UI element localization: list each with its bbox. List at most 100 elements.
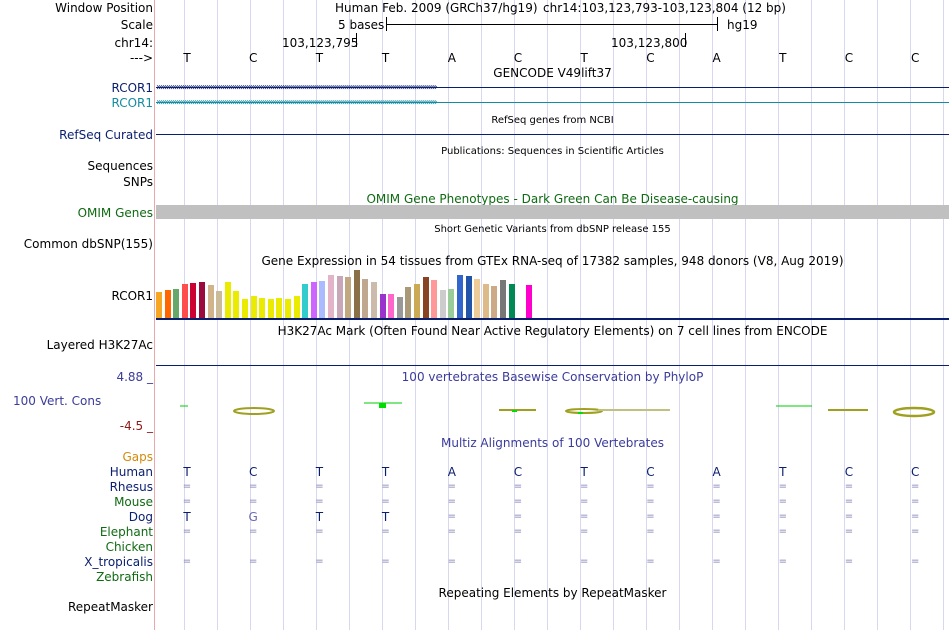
rcor1-label-2[interactable]: RCOR1 xyxy=(111,96,153,110)
alignment-base: = xyxy=(315,556,324,567)
alignment-base: = xyxy=(646,481,655,492)
gtex-bar[interactable] xyxy=(164,290,171,318)
repeat-label[interactable]: RepeatMasker xyxy=(67,600,153,614)
gtex-bar[interactable] xyxy=(379,294,386,318)
species-label[interactable]: Dog xyxy=(128,510,153,524)
species-label[interactable]: Chicken xyxy=(105,540,153,554)
gtex-bar[interactable] xyxy=(276,298,283,318)
assembly-text: Human Feb. 2009 (GRCh37/hg19) xyxy=(335,1,538,15)
gaps-label[interactable]: Gaps xyxy=(122,450,153,464)
rcor1-gene-track-2[interactable]: ››››››››››››››››››››››››››››››››››››››››… xyxy=(156,98,949,108)
chrom-label: chr14: xyxy=(114,36,153,50)
gtex-bar[interactable] xyxy=(362,279,369,318)
gtex-bar[interactable] xyxy=(396,297,403,318)
position-text[interactable]: chr14:103,123,793-103,123,804 (12 bp) xyxy=(543,1,786,15)
gtex-bar[interactable] xyxy=(293,296,300,318)
alignment-base: = xyxy=(447,556,456,567)
gtex-bar[interactable] xyxy=(482,284,489,318)
alignment-base: = xyxy=(910,526,920,537)
species-label[interactable]: Rhesus xyxy=(109,480,153,494)
species-label[interactable]: X_tropicalis xyxy=(84,555,153,569)
snps-label[interactable]: SNPs xyxy=(123,175,153,189)
gtex-bar[interactable] xyxy=(491,286,498,318)
gtex-bar[interactable] xyxy=(388,294,395,318)
gtex-bar[interactable] xyxy=(508,284,515,318)
alignment-base: C xyxy=(646,465,655,479)
dbsnp-label[interactable]: Common dbSNP(155) xyxy=(23,237,153,251)
gtex-bar[interactable] xyxy=(457,275,463,318)
alignment-base: = xyxy=(248,526,258,537)
gtex-bar[interactable] xyxy=(465,276,472,318)
alignment-base: = xyxy=(778,556,787,567)
gtex-bar-chart[interactable] xyxy=(156,268,536,318)
phylop-track[interactable] xyxy=(156,392,949,422)
gtex-bar[interactable] xyxy=(336,276,343,318)
gtex-bar[interactable] xyxy=(310,282,317,318)
coord-right-tick xyxy=(685,33,686,47)
coord-left: 103,123,795 xyxy=(282,36,359,50)
gtex-bar[interactable] xyxy=(224,282,231,318)
coord-right: 103,123,800 xyxy=(611,36,688,50)
refseq-label[interactable]: RefSeq Curated xyxy=(59,128,153,142)
alignment-base: = xyxy=(579,526,589,537)
gtex-bar[interactable] xyxy=(431,280,438,318)
gtex-bar[interactable] xyxy=(216,291,223,318)
gtex-bar[interactable] xyxy=(156,292,162,318)
gtex-bar[interactable] xyxy=(173,289,180,318)
gtex-bar[interactable] xyxy=(190,283,197,318)
gtex-bar[interactable] xyxy=(207,285,214,318)
gtex-bar[interactable] xyxy=(319,281,326,318)
species-label[interactable]: Zebrafish xyxy=(96,570,153,584)
gtex-bar[interactable] xyxy=(353,270,360,318)
h3k27-label[interactable]: Layered H3K27Ac xyxy=(46,338,153,352)
alignment-base: = xyxy=(712,496,721,507)
repeat-title: Repeating Elements by RepeatMasker xyxy=(438,586,667,600)
gtex-bar[interactable] xyxy=(181,284,188,318)
gtex-bar[interactable] xyxy=(525,285,532,318)
coord-left-tick xyxy=(356,33,357,47)
omim-label[interactable]: OMIM Genes xyxy=(77,206,153,220)
gtex-bar[interactable] xyxy=(345,277,352,318)
gtex-bar[interactable] xyxy=(422,277,429,318)
gtex-bar[interactable] xyxy=(242,299,248,318)
label-divider xyxy=(154,0,155,630)
alignment-base: = xyxy=(513,496,523,507)
refseq-gene-line[interactable] xyxy=(156,134,949,135)
scale-text: 5 bases xyxy=(338,18,385,32)
alignment-base: = xyxy=(844,481,854,492)
gtex-bar[interactable] xyxy=(474,279,481,318)
gtex-bar[interactable] xyxy=(259,298,266,318)
species-label[interactable]: Mouse xyxy=(114,495,153,509)
alignment-base: = xyxy=(579,496,589,507)
window-position-label: Window Position xyxy=(55,1,153,15)
gtex-bar[interactable] xyxy=(414,284,420,318)
gtex-bar[interactable] xyxy=(250,296,257,318)
phylop-label[interactable]: 100 Vert. Cons xyxy=(13,394,102,408)
gtex-bar[interactable] xyxy=(233,291,240,318)
gtex-bar[interactable] xyxy=(267,299,274,318)
gtex-label[interactable]: RCOR1 xyxy=(111,289,153,303)
alignment-base: T xyxy=(315,465,324,479)
h3k27-title: H3K27Ac Mark (Often Found Near Active Re… xyxy=(277,324,828,338)
species-label[interactable]: Elephant xyxy=(99,525,153,539)
gtex-bar[interactable] xyxy=(328,275,334,318)
alignment-base: = xyxy=(513,481,523,492)
species-label[interactable]: Human xyxy=(109,465,153,479)
alignment-base: T xyxy=(315,510,324,524)
alignment-base: A xyxy=(447,465,456,479)
gtex-bar[interactable] xyxy=(302,284,309,318)
omim-bar[interactable] xyxy=(156,205,949,219)
alignment-base: = xyxy=(447,496,456,507)
gtex-bar[interactable] xyxy=(199,282,205,318)
gtex-bar[interactable] xyxy=(371,282,377,318)
rcor1-label-1[interactable]: RCOR1 xyxy=(111,81,153,95)
alignment-base: = xyxy=(381,556,390,567)
gtex-bar[interactable] xyxy=(448,289,455,318)
gtex-bar[interactable] xyxy=(439,290,446,318)
gtex-bar[interactable] xyxy=(405,287,412,318)
alignment-base: T xyxy=(381,510,390,524)
sequences-label[interactable]: Sequences xyxy=(87,159,153,173)
rcor1-gene-track-1[interactable]: ››››››››››››››››››››››››››››››››››››››››… xyxy=(156,83,949,93)
gtex-bar[interactable] xyxy=(285,299,291,318)
gtex-bar[interactable] xyxy=(500,280,506,318)
